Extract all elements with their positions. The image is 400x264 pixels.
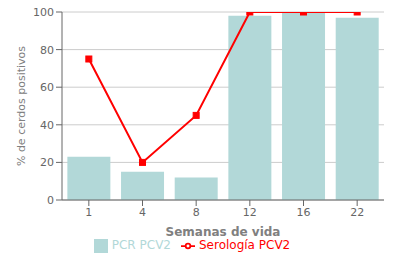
svg-text:60: 60 [40, 81, 54, 94]
svg-text:40: 40 [40, 119, 54, 132]
html-text:PCR PCV2: PCR PCV2 [111, 238, 171, 252]
svg-text:16: 16 [297, 206, 311, 219]
svg-text:22: 22 [350, 206, 364, 219]
html-text:Serología PCV2: Serología PCV2 [199, 238, 291, 252]
svg-text:8: 8 [193, 206, 200, 219]
svg-text:% de cerdos positivos: % de cerdos positivos [15, 46, 28, 166]
svg-text:100: 100 [33, 6, 54, 19]
svg-text:4: 4 [139, 206, 146, 219]
svg-text:0: 0 [47, 194, 54, 207]
svg-text:12: 12 [243, 206, 257, 219]
svg-text:80: 80 [40, 44, 54, 57]
svg-text:20: 20 [40, 156, 54, 169]
svg-text:1: 1 [85, 206, 92, 219]
svg-text:Semanas de vida: Semanas de vida [166, 225, 281, 239]
